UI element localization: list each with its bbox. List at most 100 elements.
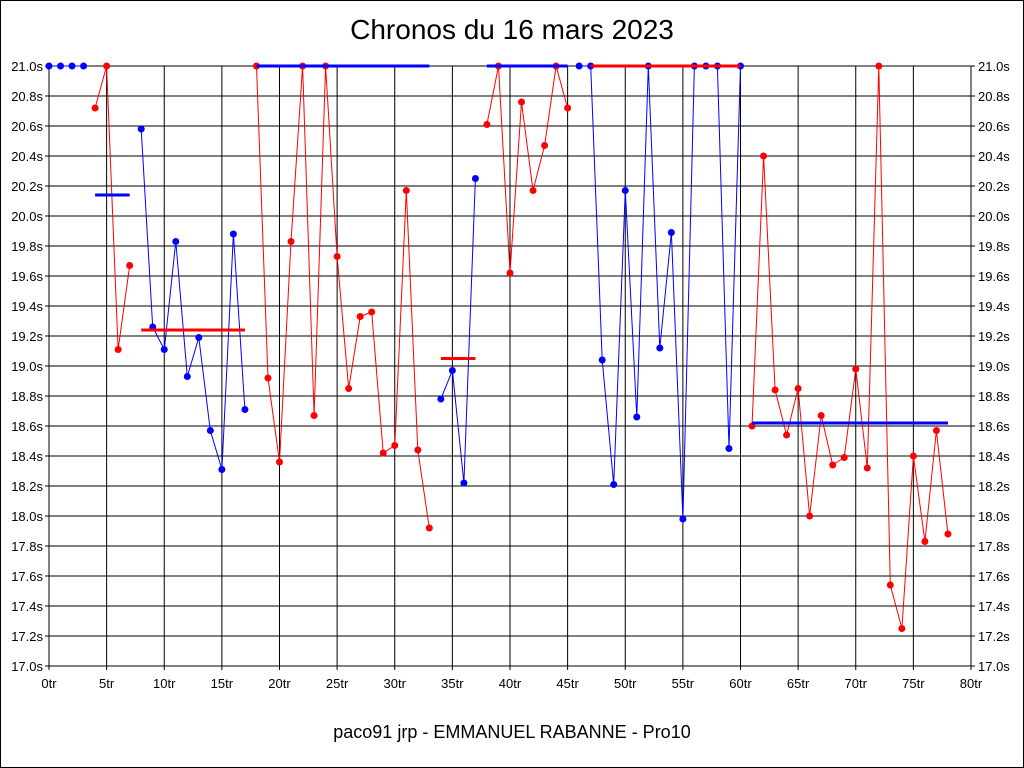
data-point-red xyxy=(806,512,814,520)
data-point-blue xyxy=(183,373,191,380)
y-tick-label-right: 19.2s xyxy=(978,329,1010,344)
data-point-red xyxy=(760,152,768,160)
data-point-red xyxy=(252,62,260,70)
data-point-red xyxy=(921,538,929,545)
x-tick-label: 75tr xyxy=(902,676,925,691)
y-tick-label-right: 18.8s xyxy=(978,389,1010,404)
series-line-blue xyxy=(440,178,476,484)
data-point-blue xyxy=(241,406,249,413)
y-tick-label-left: 21.0s xyxy=(11,59,43,74)
y-tick-label-left: 19.4s xyxy=(11,299,43,314)
data-point-blue xyxy=(598,356,606,364)
data-point-red xyxy=(402,187,410,194)
data-point-red xyxy=(114,346,122,353)
y-tick-label-right: 18.4s xyxy=(978,449,1010,464)
y-tick-label-left: 18.2s xyxy=(11,479,43,494)
y-tick-label-right: 19.6s xyxy=(978,269,1010,284)
y-tick-label-right: 18.0s xyxy=(978,509,1010,524)
y-tick-label-right: 17.2s xyxy=(978,629,1010,644)
y-tick-label-left: 19.8s xyxy=(11,239,43,254)
data-point-red xyxy=(414,446,422,454)
series-layer xyxy=(45,62,952,632)
y-tick-label-left: 17.0s xyxy=(11,659,43,674)
grid-layer xyxy=(45,65,975,670)
data-point-blue xyxy=(621,187,629,194)
data-point-red xyxy=(333,253,341,260)
y-tick-label-right: 20.2s xyxy=(978,179,1010,194)
y-tick-label-left: 20.0s xyxy=(11,209,43,224)
y-tick-label-left: 18.6s xyxy=(11,419,43,434)
data-point-blue xyxy=(80,62,88,70)
axis-layer: 0tr 5tr 10tr 15tr 20tr 25tr 30tr 35tr 40tr 45tr 50… xyxy=(11,59,1010,691)
data-point-red xyxy=(783,431,791,439)
x-tick-label: 10tr xyxy=(153,676,176,691)
y-tick-label-right: 17.8s xyxy=(978,539,1010,554)
y-tick-label-left: 20.2s xyxy=(11,179,43,194)
y-tick-label-right: 19.4s xyxy=(978,299,1010,314)
y-tick-label-left: 17.2s xyxy=(11,629,43,644)
data-point-red xyxy=(425,524,433,532)
y-tick-label-left: 17.4s xyxy=(11,599,43,614)
data-point-blue xyxy=(587,62,595,70)
chart-title: Chronos du 16 mars 2023 xyxy=(350,14,674,45)
x-tick-label: 40tr xyxy=(499,676,522,691)
x-tick-label: 55tr xyxy=(672,676,695,691)
data-point-red xyxy=(909,452,917,460)
x-tick-label: 70tr xyxy=(845,676,868,691)
data-point-blue xyxy=(172,238,180,245)
y-tick-label-right: 17.4s xyxy=(978,599,1010,614)
y-tick-label-left: 18.4s xyxy=(11,449,43,464)
data-point-red xyxy=(863,464,871,472)
y-tick-label-left: 19.2s xyxy=(11,329,43,344)
data-point-red xyxy=(817,412,825,419)
data-point-red xyxy=(264,374,272,382)
y-tick-label-right: 21.0s xyxy=(978,59,1010,74)
data-point-red xyxy=(541,142,549,149)
data-point-red xyxy=(829,461,837,469)
y-tick-label-right: 18.2s xyxy=(978,479,1010,494)
data-point-blue xyxy=(160,346,168,353)
y-tick-label-right: 19.8s xyxy=(978,239,1010,254)
series-line-red xyxy=(256,65,430,529)
data-point-red xyxy=(852,365,860,373)
x-tick-label: 15tr xyxy=(211,676,234,691)
data-point-red xyxy=(356,313,364,320)
series-line-red xyxy=(751,65,949,629)
y-tick-label-right: 18.6s xyxy=(978,419,1010,434)
data-point-blue xyxy=(218,466,226,473)
data-point-red xyxy=(840,454,848,461)
data-point-blue xyxy=(610,481,618,488)
data-point-red xyxy=(875,62,883,70)
data-point-red xyxy=(276,458,283,466)
y-tick-label-left: 19.6s xyxy=(11,269,43,284)
data-point-blue xyxy=(437,395,445,403)
data-point-red xyxy=(483,121,491,128)
data-point-red xyxy=(886,581,894,589)
y-tick-label-left: 19.0s xyxy=(11,359,43,374)
data-point-blue xyxy=(45,62,53,70)
x-tick-label: 0tr xyxy=(41,676,57,691)
data-point-red xyxy=(310,412,318,419)
data-point-red xyxy=(379,449,387,457)
data-point-blue xyxy=(448,367,456,374)
data-point-blue xyxy=(667,229,675,236)
data-point-red xyxy=(564,104,572,112)
x-tick-label: 60tr xyxy=(729,676,752,691)
y-tick-label-right: 20.6s xyxy=(978,119,1010,134)
y-tick-label-left: 18.0s xyxy=(11,509,43,524)
data-point-red xyxy=(126,262,134,269)
y-tick-label-right: 17.6s xyxy=(978,569,1010,584)
x-tick-label: 25tr xyxy=(326,676,349,691)
x-tick-label: 20tr xyxy=(268,676,291,691)
x-tick-label: 50tr xyxy=(614,676,637,691)
y-tick-label-left: 20.4s xyxy=(11,149,43,164)
series-line-blue xyxy=(579,65,741,520)
data-point-red xyxy=(91,104,99,112)
y-tick-label-left: 18.8s xyxy=(11,389,43,404)
data-point-blue xyxy=(471,175,479,182)
data-point-blue xyxy=(137,125,145,133)
x-tick-label: 35tr xyxy=(441,676,464,691)
data-point-red xyxy=(506,269,514,277)
data-point-red xyxy=(794,385,802,392)
y-tick-label-left: 17.6s xyxy=(11,569,43,584)
